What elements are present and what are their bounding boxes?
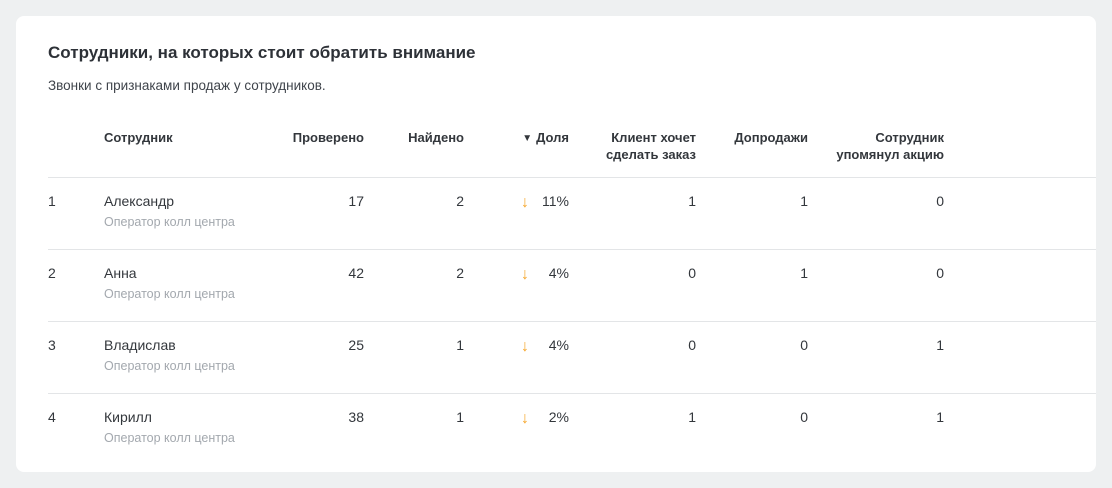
share-cell: ↓ 4% — [464, 249, 569, 322]
table-header-row: Сотрудник Проверено Найдено ▼ Доля Клиент… — [48, 119, 1096, 178]
upsell-value: 0 — [696, 321, 808, 394]
col-header-share-label: Доля — [536, 130, 569, 145]
share-cell: ↓ 2% — [464, 394, 569, 466]
row-index: 4 — [48, 409, 56, 425]
upsell-value: 1 — [696, 177, 808, 250]
employee-cell: Александр Оператор колл центра — [104, 177, 274, 250]
share-cell: ↓ 11% — [464, 177, 569, 250]
col-header-spacer — [944, 119, 1096, 178]
employee-name: Кирилл — [104, 409, 152, 425]
share-value: 11% — [542, 193, 569, 209]
found-value: 2 — [364, 249, 464, 322]
share-value: 2% — [548, 409, 569, 425]
share-value: 4% — [548, 337, 569, 353]
down-arrow-icon: ↓ — [521, 338, 529, 355]
table-row[interactable]: 1 Александр Оператор колл центра 17 2 ↓ 1… — [48, 177, 1096, 250]
employee-role: Оператор колл центра — [104, 431, 235, 445]
card-title: Сотрудники, на которых стоит обратить вн… — [48, 43, 476, 62]
client-order-value: 0 — [569, 321, 696, 394]
row-index: 2 — [48, 249, 104, 322]
upsell-value: 1 — [696, 249, 808, 322]
client-order-value: 1 — [688, 409, 696, 425]
col-header-index — [48, 119, 104, 178]
employee-role: Оператор колл центра — [104, 215, 235, 229]
table-row[interactable]: 2 Анна Оператор колл центра 42 2 ↓ 4% 0 1… — [48, 249, 1096, 322]
col-header-employee[interactable]: Сотрудник — [104, 119, 274, 178]
employee-name: Александр — [104, 193, 175, 209]
found-value: 2 — [364, 177, 464, 250]
col-header-found[interactable]: Найдено — [364, 119, 464, 178]
share-value: 4% — [548, 265, 569, 281]
checked-value: 17 — [274, 177, 364, 250]
employee-cell: Анна Оператор колл центра — [104, 249, 274, 322]
upsell-value: 0 — [800, 409, 808, 425]
card-subtitle: Звонки с признаками продаж у сотрудников… — [48, 78, 326, 93]
checked-value: 25 — [274, 321, 364, 394]
col-header-client-order[interactable]: Клиент хочет сделать заказ — [569, 119, 696, 178]
client-order-value: 1 — [569, 177, 696, 250]
col-header-upsell[interactable]: Допродажи — [696, 119, 808, 178]
checked-value: 38 — [348, 409, 364, 425]
down-arrow-icon: ↓ — [521, 194, 529, 211]
spacer-cell — [944, 249, 1096, 322]
sort-desc-icon: ▼ — [522, 133, 533, 144]
spacer-cell — [944, 394, 1096, 466]
employees-table: Сотрудник Проверено Найдено ▼ Доля Клиент… — [48, 119, 1096, 466]
table-row[interactable]: 3 Владислав Оператор колл центра 25 1 ↓ 4… — [48, 321, 1096, 394]
employees-attention-card: Сотрудники, на которых стоит обратить вн… — [16, 16, 1096, 472]
promo-value: 0 — [808, 249, 944, 322]
client-order-value: 0 — [569, 249, 696, 322]
found-value: 1 — [364, 321, 464, 394]
checked-value: 42 — [274, 249, 364, 322]
promo-value: 1 — [936, 409, 944, 425]
spacer-cell — [944, 321, 1096, 394]
employee-cell: Кирилл Оператор колл центра — [104, 394, 274, 466]
employee-role: Оператор колл центра — [104, 287, 235, 301]
down-arrow-icon: ↓ — [521, 410, 529, 427]
col-header-share[interactable]: ▼ Доля — [464, 119, 569, 178]
spacer-cell — [944, 177, 1096, 250]
employee-name: Владислав — [104, 337, 176, 353]
promo-value: 0 — [808, 177, 944, 250]
down-arrow-icon: ↓ — [521, 266, 529, 283]
col-header-checked[interactable]: Проверено — [274, 119, 364, 178]
table-row[interactable]: 4 Кирилл Оператор колл центра 38 1 ↓ 2% 1… — [48, 394, 1096, 466]
row-index: 1 — [48, 177, 104, 250]
found-value: 1 — [456, 409, 464, 425]
employee-role: Оператор колл центра — [104, 359, 235, 373]
employee-name: Анна — [104, 265, 137, 281]
share-cell: ↓ 4% — [464, 321, 569, 394]
employee-cell: Владислав Оператор колл центра — [104, 321, 274, 394]
col-header-promo[interactable]: Сотрудник упомянул акцию — [808, 119, 944, 178]
promo-value: 1 — [808, 321, 944, 394]
row-index: 3 — [48, 321, 104, 394]
